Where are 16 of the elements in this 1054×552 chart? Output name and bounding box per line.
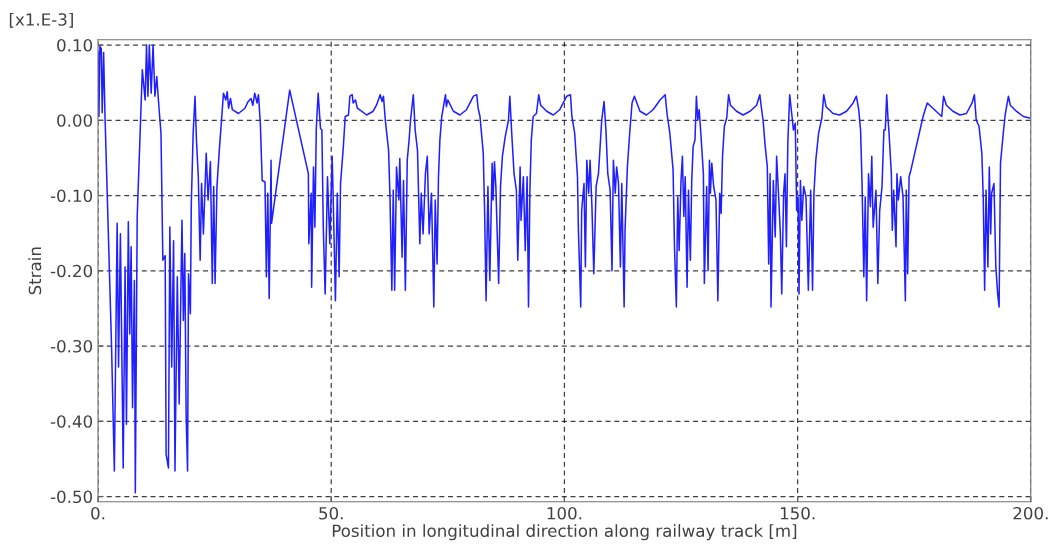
y-tick-label: -0.40	[50, 415, 93, 428]
line-series	[98, 44, 1031, 494]
x-tick-label: 50.	[319, 506, 343, 520]
y-tick-label: -0.50	[50, 490, 93, 504]
y-tick-label: 0.10	[57, 38, 93, 52]
text: [x1.E-3]	[9, 12, 73, 28]
y-tick-label: -0.20	[50, 264, 93, 278]
x-tick-label: 0.	[91, 506, 105, 520]
x-tick-label: 150.	[780, 506, 815, 520]
x-tick-label: 200.	[1013, 506, 1048, 520]
y-axis-title: Strain	[28, 247, 42, 295]
x-axis-title: Position in longitudinal direction along railway track [m]	[332, 524, 797, 541]
y-tick-label: -0.30	[50, 339, 93, 353]
y-tick-label: 0.00	[57, 114, 93, 127]
x-tick-label: 100.	[547, 506, 582, 520]
y-tick-label: -0.10	[50, 189, 93, 203]
